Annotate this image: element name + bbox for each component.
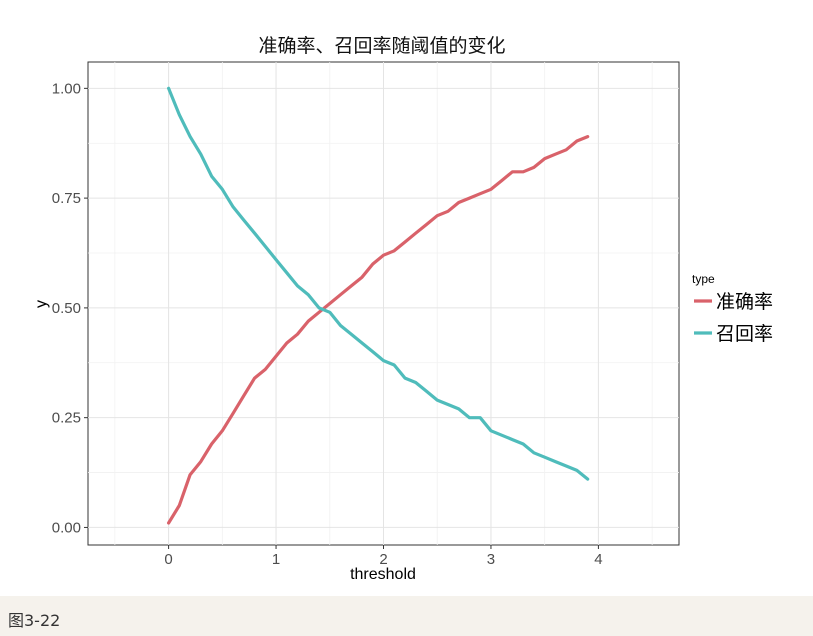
series-line-1 bbox=[167, 135, 590, 525]
chart-title: 准确率、召回率随阈值的变化 bbox=[258, 35, 505, 57]
x-axis-title: threshold bbox=[350, 566, 416, 583]
y-tick-label: 1.00 bbox=[52, 80, 81, 97]
grid-major bbox=[88, 62, 679, 545]
x-tick-label: 2 bbox=[379, 551, 387, 568]
figure-caption: 图3-22 bbox=[8, 611, 61, 630]
x-tick-label: 0 bbox=[164, 551, 172, 568]
x-tick-label: 3 bbox=[487, 551, 495, 568]
legend-label-2: 召回率 bbox=[716, 323, 773, 345]
x-tick-label: 4 bbox=[594, 551, 602, 568]
legend-label-1: 准确率 bbox=[716, 291, 773, 313]
series-group bbox=[167, 86, 590, 525]
y-tick-label: 0.50 bbox=[52, 300, 81, 317]
y-tick-label: 0.00 bbox=[52, 519, 81, 536]
y-axis-title: y bbox=[33, 300, 50, 308]
caption-bar: 图3-22 bbox=[0, 596, 813, 636]
x-tick-label: 1 bbox=[272, 551, 280, 568]
y-tick-label: 0.25 bbox=[52, 410, 81, 427]
axis-ticks: 0 1 2 3 4 0.00 0.25 0.50 0.75 1.00 bbox=[52, 80, 603, 568]
chart-figure: 准确率、召回率随阈值的变化 0 1 2 3 4 0.00 0.25 0.50 0.75 1.00 … bbox=[0, 0, 813, 596]
series-line-2 bbox=[167, 86, 590, 481]
y-tick-label: 0.75 bbox=[52, 190, 81, 207]
line-chart: 准确率、召回率随阈值的变化 0 1 2 3 40.000.250.500.751.00 … bbox=[33, 35, 773, 583]
legend-title: type bbox=[692, 272, 715, 286]
